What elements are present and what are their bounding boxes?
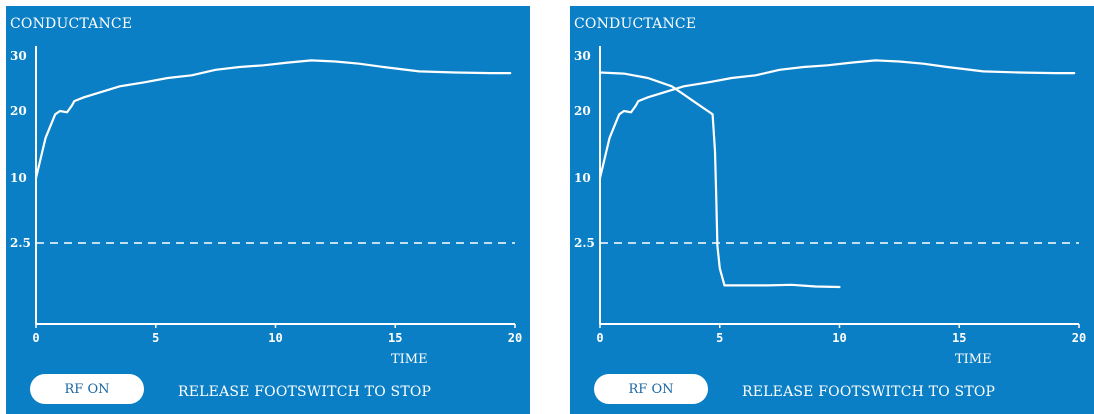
x-tick-label: 5 xyxy=(716,331,723,345)
conductance-screen-left: 30 20 10 2.5 0 5 10 15 20 CONDUCTANCE TIME RF ON… xyxy=(6,6,530,414)
rf-on-button[interactable]: RF ON xyxy=(594,374,708,404)
x-tick-label: 0 xyxy=(32,331,39,345)
conductance-series-line-1 xyxy=(34,59,512,180)
y-tick-label: 2.5 xyxy=(574,236,595,250)
x-tick-label: 5 xyxy=(152,331,159,345)
chart-title: CONDUCTANCE xyxy=(10,16,133,32)
x-tick-label: 0 xyxy=(596,331,603,345)
status-message: RELEASE FOOTSWITCH TO STOP xyxy=(742,384,996,400)
x-tick-label: 20 xyxy=(1072,331,1086,345)
y-tick-label: 30 xyxy=(574,49,591,63)
x-tick-label: 15 xyxy=(388,331,402,345)
y-tick-label: 10 xyxy=(10,171,27,185)
status-message: RELEASE FOOTSWITCH TO STOP xyxy=(178,384,432,400)
chart-svg: 30 20 10 2.5 0 5 10 15 20 xyxy=(10,46,522,345)
y-tick-label: 10 xyxy=(574,171,591,185)
x-tick-label: 10 xyxy=(268,331,282,345)
y-tick-label: 2.5 xyxy=(10,236,31,250)
rf-on-button[interactable]: RF ON xyxy=(30,374,144,404)
chart-svg: 30 20 10 2.5 0 5 10 15 20 xyxy=(574,46,1086,345)
conductance-series-line-1 xyxy=(598,59,1076,180)
x-axis-label: TIME xyxy=(391,352,428,367)
x-tick-label: 10 xyxy=(832,331,846,345)
conductance-screen-right: 30 20 10 2.5 0 5 10 15 20 CONDUCTANCE TIME RF ON… xyxy=(570,6,1094,414)
x-tick-label: 20 xyxy=(508,331,522,345)
y-tick-label: 20 xyxy=(574,104,591,118)
conductance-series-line-2 xyxy=(598,71,841,289)
chart-title: CONDUCTANCE xyxy=(574,16,697,32)
x-tick-label: 15 xyxy=(952,331,966,345)
y-tick-label: 30 xyxy=(10,49,27,63)
x-axis-label: TIME xyxy=(955,352,992,367)
y-tick-label: 20 xyxy=(10,104,27,118)
